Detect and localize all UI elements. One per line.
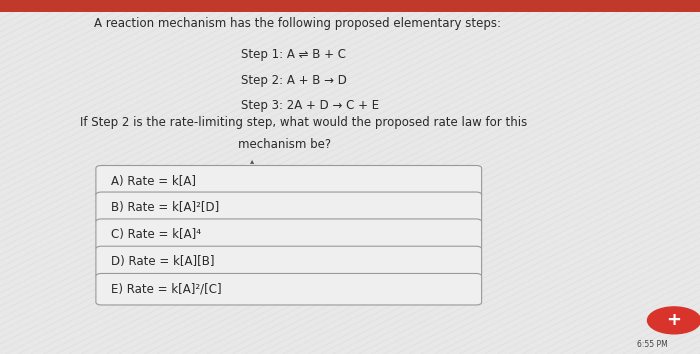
Text: Step 1: A ⇌ B + C: Step 1: A ⇌ B + C (241, 48, 346, 61)
Text: A) Rate = k[A]: A) Rate = k[A] (111, 175, 195, 188)
Text: Step 2: A + B → D: Step 2: A + B → D (241, 74, 347, 87)
Circle shape (648, 307, 700, 334)
Text: 6:55 PM: 6:55 PM (637, 339, 668, 349)
Text: E) Rate = k[A]²/[C]: E) Rate = k[A]²/[C] (111, 283, 221, 296)
FancyBboxPatch shape (96, 246, 482, 278)
Text: Step 3: 2A + D → C + E: Step 3: 2A + D → C + E (241, 99, 379, 112)
Text: ▴: ▴ (250, 156, 254, 166)
Text: +: + (666, 312, 682, 329)
Text: A reaction mechanism has the following proposed elementary steps:: A reaction mechanism has the following p… (94, 17, 501, 29)
FancyBboxPatch shape (96, 166, 482, 197)
Text: C) Rate = k[A]⁴: C) Rate = k[A]⁴ (111, 228, 201, 241)
FancyBboxPatch shape (0, 0, 700, 12)
Text: mechanism be?: mechanism be? (238, 138, 331, 150)
FancyBboxPatch shape (96, 219, 482, 251)
FancyBboxPatch shape (96, 192, 482, 224)
Text: D) Rate = k[A][B]: D) Rate = k[A][B] (111, 256, 214, 268)
Text: B) Rate = k[A]²[D]: B) Rate = k[A]²[D] (111, 201, 219, 214)
Text: If Step 2 is the rate-limiting step, what would the proposed rate law for this: If Step 2 is the rate-limiting step, wha… (80, 116, 528, 129)
FancyBboxPatch shape (96, 273, 482, 305)
